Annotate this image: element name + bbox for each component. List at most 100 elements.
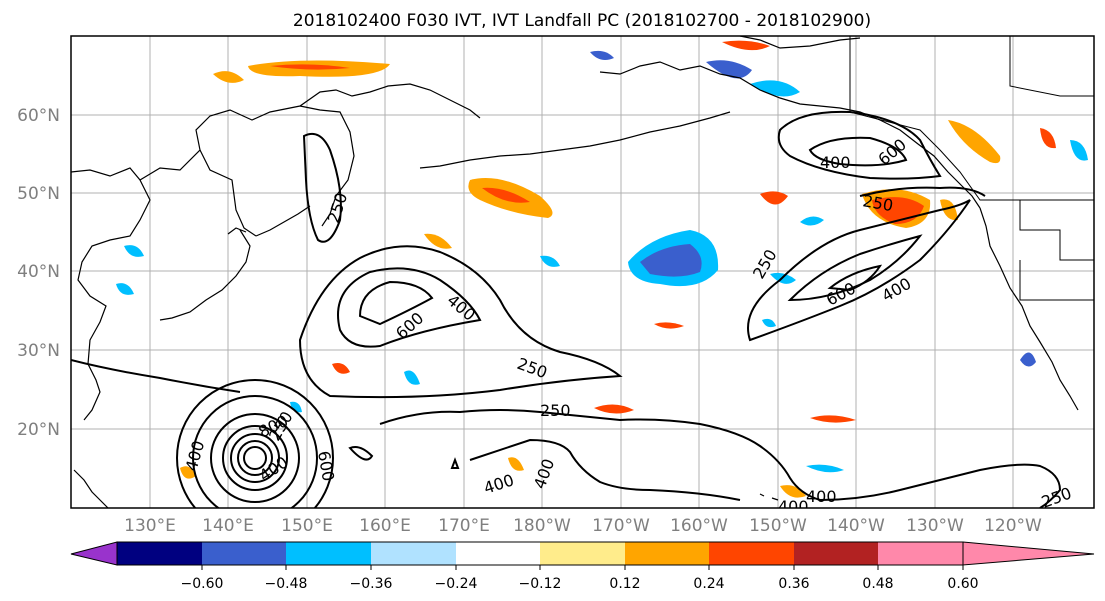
ivt-contours <box>71 110 1062 508</box>
negative-patch <box>706 60 752 79</box>
negative-patch <box>806 464 844 473</box>
ivt-contour <box>379 409 1062 508</box>
negative-patch <box>540 255 560 267</box>
ivt-contour <box>450 457 460 469</box>
positive-patch <box>482 187 530 203</box>
map-panel: 250 400 600 400 600 250 250 250 800 400 … <box>70 35 1095 516</box>
negative-patch <box>404 370 420 385</box>
colorbar-extend-low <box>70 541 118 566</box>
colorbar-segment <box>794 542 879 565</box>
positive-patch <box>810 415 856 423</box>
coastline-kuril <box>255 205 311 237</box>
colorbar-segment <box>878 542 964 565</box>
positive-patch <box>508 457 524 471</box>
lon-label: 160°E <box>359 516 411 536</box>
lon-label: 150°E <box>281 516 333 536</box>
colorbar-extend-high <box>962 541 1095 566</box>
negative-patch <box>762 318 776 328</box>
lon-label: 170°E <box>438 516 490 536</box>
coastline-alaska-north <box>739 36 861 49</box>
lon-label: 130°W <box>906 516 964 536</box>
coastline-russia <box>139 83 481 181</box>
negative-patch <box>1020 352 1036 367</box>
figure-title: 2018102400 F030 IVT, IVT Landfall PC (20… <box>293 11 871 31</box>
lon-label: 180°W <box>513 516 571 536</box>
latitude-labels: 60°N 50°N 40°N 30°N 20°N <box>17 106 60 440</box>
colorbar-segment <box>540 542 626 565</box>
positive-patch <box>722 40 770 51</box>
lon-label: 170°W <box>592 516 650 536</box>
ivt-contour <box>808 136 908 167</box>
contour-label: 400 <box>820 153 851 172</box>
coastline-philippines <box>73 469 109 508</box>
colorbar-ticks <box>201 565 964 570</box>
ivt-contour <box>222 425 288 491</box>
ivt-contour <box>348 446 374 461</box>
negative-patch <box>590 50 614 60</box>
colorbar-segment <box>202 542 287 565</box>
ivt-contour <box>176 379 334 508</box>
coastlines <box>71 36 1079 508</box>
colorbar-segment <box>286 542 372 565</box>
positive-patch <box>180 466 196 479</box>
lat-label: 20°N <box>17 420 60 440</box>
ivt-contour <box>859 186 986 197</box>
colorbar-tick-label: −0.12 <box>519 576 562 592</box>
colorbar-tick-label: 0.36 <box>778 576 809 592</box>
ivt-contour <box>298 245 623 399</box>
coastline-alaska <box>599 61 981 209</box>
contour-label: 250 <box>540 401 571 420</box>
ivt-contour <box>777 110 942 180</box>
ivt-contour <box>210 413 300 503</box>
negative-patch <box>750 80 800 97</box>
lon-label: 140°W <box>827 516 885 536</box>
coastline-japan <box>159 227 251 321</box>
negative-patch <box>290 401 302 413</box>
longitude-labels: 130°E 140°E 150°E 160°E 170°E 180°W 170°… <box>124 516 1042 536</box>
ivt-contour <box>827 264 883 292</box>
colorbar-segment <box>709 542 795 565</box>
lon-label: 160°W <box>670 516 728 536</box>
lon-label: 120°W <box>984 516 1042 536</box>
colorbar-segment <box>117 542 203 565</box>
colorbar-tick-label: 0.48 <box>862 576 893 592</box>
coastline-westcoast-na <box>979 207 1079 411</box>
ivt-contour <box>192 395 318 508</box>
colorbar-segment <box>456 542 541 565</box>
lat-label: 60°N <box>17 106 60 126</box>
ivt-contour <box>302 132 342 243</box>
ivt-contour <box>787 234 923 302</box>
negative-patch <box>1070 140 1088 161</box>
colorbar-segment <box>371 542 457 565</box>
positive-patch <box>270 64 350 70</box>
lat-label: 30°N <box>17 341 60 361</box>
contour-label: 400 <box>778 497 809 516</box>
lat-label: 50°N <box>17 184 60 204</box>
ivt-contour <box>337 267 482 348</box>
contour-label: 400 <box>806 487 837 506</box>
ivt-contour <box>358 280 434 326</box>
positive-patch <box>948 120 1001 164</box>
borders <box>849 36 1094 301</box>
colorbar: −0.60 −0.48 −0.36 −0.24 −0.12 0.12 0.24 … <box>70 541 1095 592</box>
negative-patch <box>124 245 144 257</box>
positive-patch <box>760 191 788 205</box>
negative-patch <box>640 244 702 277</box>
positive-patch <box>424 233 452 249</box>
ivt-contour <box>71 359 241 393</box>
hawaii <box>759 493 779 501</box>
coastline-kamchatka <box>299 105 355 227</box>
colorbar-tick-label: −0.24 <box>435 576 478 592</box>
positive-patch <box>654 322 684 329</box>
lon-label: 150°W <box>749 516 807 536</box>
colorbar-segment <box>625 542 710 565</box>
colorbar-tick-label: 0.12 <box>609 576 640 592</box>
lon-label: 140°E <box>202 516 254 536</box>
colorbar-tick-label: 0.24 <box>693 576 724 592</box>
lat-label: 40°N <box>17 262 60 282</box>
ivt-contour <box>230 433 280 483</box>
ivt-contour <box>469 438 741 501</box>
negative-patch <box>800 216 824 226</box>
positive-patch <box>594 404 634 414</box>
colorbar-tick-label: −0.60 <box>181 576 224 592</box>
